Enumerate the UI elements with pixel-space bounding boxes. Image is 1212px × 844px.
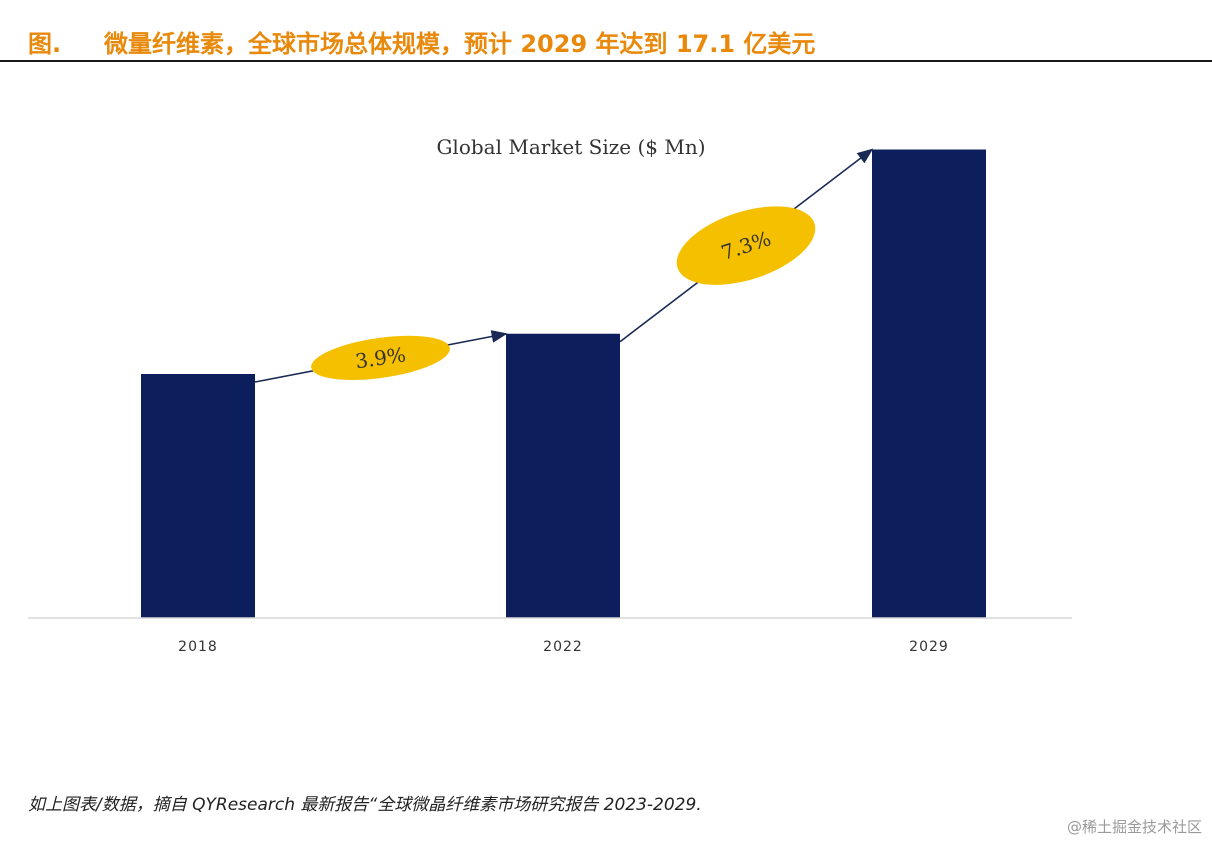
growth-badge-1: 3.9%	[311, 335, 450, 380]
source-footnote: 如上图表/数据，摘自 QYResearch 最新报告“全球微晶纤维素市场研究报告…	[28, 795, 702, 815]
growth-ellipse-1	[311, 335, 450, 380]
figure-title: 微量纤维素，全球市场总体规模，预计 2029 年达到 17.1 亿美元	[104, 30, 816, 58]
watermark-text: @稀土掘金技术社区	[1066, 818, 1202, 836]
growth-ellipse-2	[676, 206, 816, 285]
growth-annotations: 3.9% 7.3%	[311, 206, 816, 380]
bar-2018	[141, 374, 255, 618]
figure-label: 图.	[28, 30, 62, 58]
x-tick-2029: 2029	[909, 639, 949, 655]
bars-group	[141, 149, 986, 618]
x-tick-labels: 2018 2022 2029	[178, 639, 949, 655]
bar-2029	[872, 149, 986, 618]
chart-title: Global Market Size ($ Mn)	[436, 135, 705, 159]
bar-2022	[506, 333, 620, 618]
x-tick-2022: 2022	[543, 639, 583, 655]
growth-badge-2: 7.3%	[676, 206, 816, 285]
figure-header: 图. 微量纤维素，全球市场总体规模，预计 2029 年达到 17.1 亿美元	[0, 0, 1212, 62]
x-tick-2018: 2018	[178, 639, 218, 655]
